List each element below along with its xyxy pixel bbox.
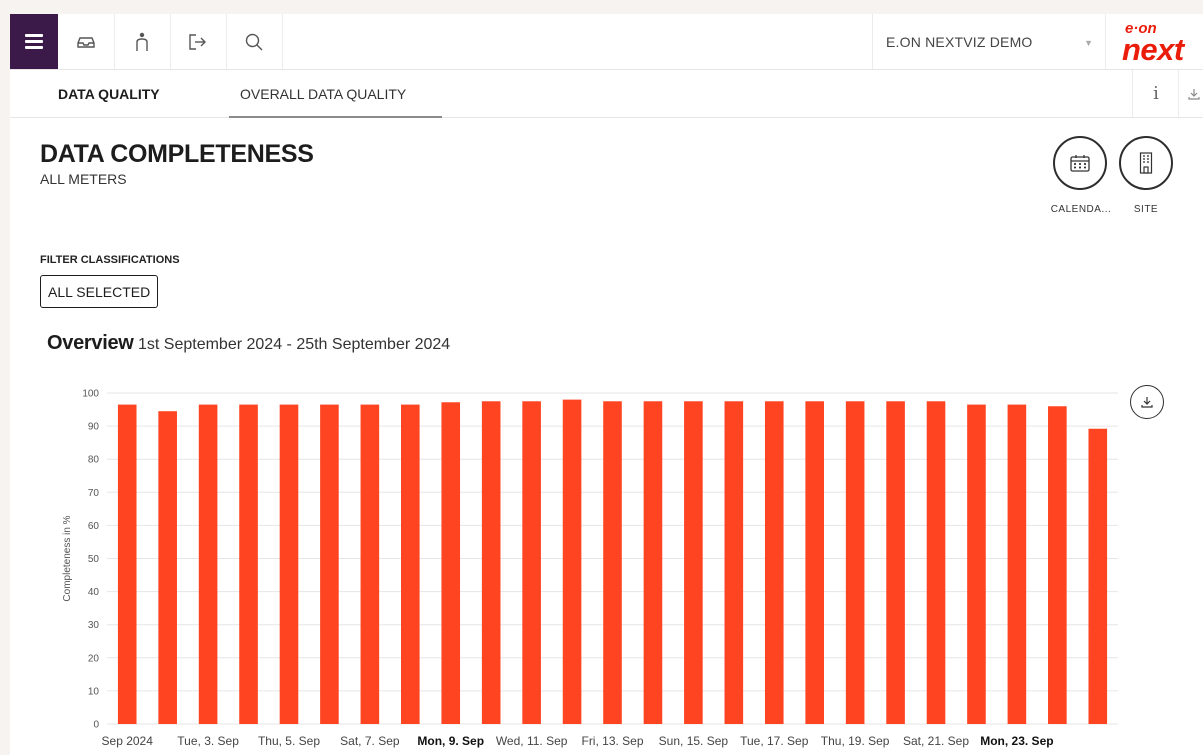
x-tick-label: Fri, 13. Sep <box>581 734 643 748</box>
bar <box>320 404 339 724</box>
y-tick-label: 80 <box>88 455 100 466</box>
overview-title: Overview <box>47 332 134 354</box>
tab-label: DATA QUALITY <box>58 85 160 102</box>
building-icon <box>1139 152 1153 174</box>
calendar-label: CALENDA... <box>1050 204 1112 215</box>
download-icon <box>1141 397 1153 408</box>
page-subtitle: ALL METERS <box>40 171 127 187</box>
overview-heading: Overview 1st September 2024 - 25th Septe… <box>47 332 450 355</box>
y-tick-label: 10 <box>88 686 100 697</box>
logout-button[interactable] <box>170 14 227 69</box>
info-button[interactable]: i <box>1132 70 1179 117</box>
bar <box>239 404 258 724</box>
tab-bar: DATA QUALITY OVERALL DATA QUALITY <box>10 70 1203 118</box>
bar <box>441 402 461 724</box>
inbox-icon <box>77 36 95 48</box>
x-tick-label: Sun, 15. Sep <box>659 734 729 748</box>
y-tick-label: 60 <box>88 521 100 532</box>
bar <box>400 404 420 724</box>
logo-big-text: next <box>1122 32 1184 67</box>
y-tick-label: 30 <box>88 620 100 631</box>
bar <box>724 401 744 724</box>
bar <box>764 401 784 724</box>
chart-download-button[interactable] <box>1130 385 1164 419</box>
logout-icon <box>189 33 206 50</box>
bar <box>481 401 501 724</box>
x-tick-label: Sat, 21. Sep <box>903 734 969 748</box>
inbox-button[interactable] <box>58 14 115 69</box>
profile-button[interactable] <box>114 14 171 69</box>
tab-overall-data-quality[interactable]: OVERALL DATA QUALITY <box>229 70 442 118</box>
tab-label: OVERALL DATA QUALITY <box>240 85 407 102</box>
page-title: DATA COMPLETENESS <box>40 140 314 168</box>
person-icon <box>136 32 148 51</box>
bar <box>845 401 865 724</box>
x-tick-label: Mon, 23. Sep <box>980 734 1053 748</box>
y-tick-label: 40 <box>88 587 100 598</box>
tab-data-quality[interactable]: DATA QUALITY <box>58 70 160 117</box>
y-tick-label: 50 <box>88 554 100 565</box>
bar <box>522 401 541 724</box>
organization-name: E.ON NEXTVIZ DEMO <box>886 33 1033 50</box>
x-tick-label: Sat, 7. Sep <box>340 734 400 748</box>
x-tick-label: Tue, 3. Sep <box>177 734 239 748</box>
y-tick-label: 90 <box>88 422 100 433</box>
top-bar: E.ON NEXTVIZ DEMO ▼ e·on next <box>10 14 1203 70</box>
search-button[interactable] <box>226 14 283 69</box>
completeness-bar-chart: 0 10 20 30 40 50 60 70 80 90 100 Completeness in % S… <box>62 389 1118 748</box>
x-tick-label: Wed, 11. Sep <box>496 734 568 748</box>
filter-label: FILTER CLASSIFICATIONS <box>40 254 180 266</box>
eon-next-logo: e·on next <box>1122 20 1203 67</box>
bar <box>643 401 663 724</box>
bar <box>805 401 825 724</box>
page-download-button[interactable] <box>1178 70 1203 117</box>
search-icon <box>245 33 263 50</box>
calendar-button[interactable] <box>1053 136 1107 190</box>
site-label: SITE <box>1133 204 1159 215</box>
bar <box>279 404 299 724</box>
site-button[interactable] <box>1119 136 1173 190</box>
y-axis-label: Completeness in % <box>62 515 73 601</box>
x-tick-label: Thu, 5. Sep <box>258 734 320 748</box>
bar <box>886 401 905 724</box>
bar <box>158 411 177 724</box>
chevron-down-icon: ▼ <box>1084 38 1093 48</box>
menu-button[interactable] <box>10 14 58 69</box>
bar <box>117 404 137 724</box>
menu-icon <box>25 31 43 52</box>
y-tick-label: 20 <box>88 653 100 664</box>
organization-select[interactable]: E.ON NEXTVIZ DEMO ▼ <box>872 14 1106 69</box>
bar <box>360 404 380 724</box>
calendar-icon <box>1070 155 1090 172</box>
bar <box>1007 404 1027 724</box>
filter-classifications-button[interactable]: ALL SELECTED <box>40 275 159 308</box>
bar <box>603 401 622 724</box>
overview-date-range: 1st September 2024 - 25th September 2024 <box>138 336 451 353</box>
info-icon: i <box>1153 83 1159 104</box>
app-window: E.ON NEXTVIZ DEMO ▼ e·on next DATA QUALI… <box>10 14 1203 755</box>
x-tick-label: Tue, 17. Sep <box>740 734 809 748</box>
x-tick-label: Mon, 9. Sep <box>417 734 484 748</box>
y-tick-label: 70 <box>88 488 100 499</box>
y-tick-label: 0 <box>93 720 99 731</box>
bar <box>684 401 703 724</box>
bar <box>1048 406 1067 724</box>
x-tick-label: Thu, 19. Sep <box>821 734 890 748</box>
x-tick-label: Sep 2024 <box>102 734 154 748</box>
bar <box>1088 428 1108 724</box>
y-tick-label: 100 <box>82 389 99 400</box>
bar <box>198 404 218 724</box>
download-icon <box>1188 88 1200 100</box>
bar <box>967 404 986 724</box>
logo-small-text: e·on <box>1125 20 1157 37</box>
bar <box>926 401 946 724</box>
bar <box>562 399 582 724</box>
